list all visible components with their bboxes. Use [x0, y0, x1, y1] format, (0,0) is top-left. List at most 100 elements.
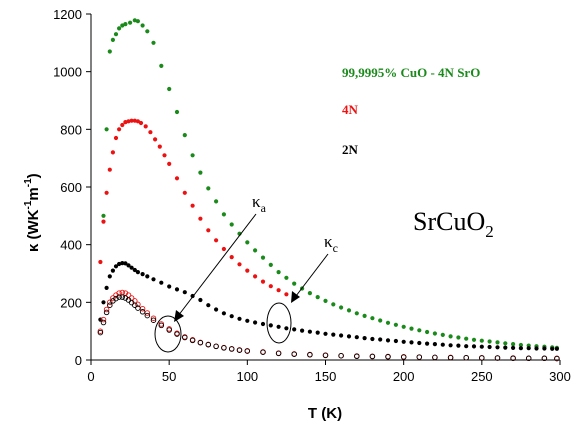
y-tick-label: 200: [60, 295, 82, 310]
data-point: [494, 355, 501, 361]
data-point: [128, 299, 135, 306]
data-point: [116, 294, 122, 300]
data-point: [166, 327, 172, 333]
x-tick-label: 200: [393, 369, 415, 384]
data-point: [229, 314, 234, 319]
data-point: [456, 335, 461, 340]
data-point: [100, 319, 107, 326]
data-point: [139, 309, 146, 315]
x-axis-title: T (K): [308, 405, 342, 422]
kappa-c-base: κ: [324, 232, 333, 251]
data-point: [362, 313, 367, 318]
data-point: [206, 303, 211, 308]
data-point: [440, 332, 445, 337]
data-point: [245, 318, 250, 323]
kappa-c-arrow-line: [295, 253, 329, 297]
data-point: [129, 118, 134, 123]
data-point: [292, 281, 297, 286]
data-point: [190, 153, 195, 158]
data-point: [339, 305, 344, 310]
data-point: [123, 261, 128, 266]
data-point: [307, 291, 312, 296]
data-point: [409, 326, 414, 331]
data-point: [315, 295, 320, 300]
data-point: [206, 228, 211, 233]
data-point: [167, 86, 172, 92]
y-axis-title: κ (WK-1m-1): [23, 173, 42, 252]
data-point: [401, 339, 406, 344]
data-point: [463, 354, 469, 361]
data-point: [116, 290, 122, 296]
y-tick-label: 1000: [53, 65, 82, 80]
data-point: [174, 176, 180, 181]
y-tick-label: 1200: [53, 7, 82, 22]
x-tick-label: 150: [315, 369, 337, 384]
data-point: [145, 29, 150, 34]
data-point: [448, 334, 453, 339]
kappa-c-arrow-head: [291, 291, 300, 303]
data-point: [213, 343, 219, 350]
data-point: [385, 338, 391, 343]
data-point: [464, 336, 469, 341]
y-tick-label: 0: [75, 353, 82, 368]
data-point: [503, 345, 508, 350]
data-point: [214, 307, 219, 312]
data-point: [291, 351, 297, 357]
data-point: [362, 336, 367, 341]
x-tick-label: 250: [471, 369, 493, 384]
data-point: [117, 26, 122, 31]
data-point: [479, 355, 485, 361]
data-point: [268, 284, 273, 289]
data-point: [132, 302, 138, 308]
y-tick-label: 600: [60, 180, 82, 195]
data-point: [159, 63, 164, 68]
data-point: [119, 294, 126, 300]
data-point: [153, 137, 158, 142]
data-point: [198, 297, 203, 303]
data-point: [487, 344, 492, 350]
data-point: [369, 353, 376, 360]
data-point: [503, 341, 508, 346]
data-point: [526, 346, 531, 351]
kappa-a-ellipse: [154, 315, 182, 353]
data-point: [284, 292, 289, 297]
series-2: [98, 261, 560, 351]
data-point: [260, 349, 266, 355]
data-point: [554, 355, 560, 362]
data-point: [534, 346, 539, 351]
data-point: [253, 248, 258, 253]
data-point: [151, 40, 156, 45]
data-point: [260, 321, 266, 327]
data-point: [101, 213, 106, 218]
data-point: [182, 334, 188, 341]
data-point: [276, 270, 281, 275]
series-4: [97, 294, 560, 362]
data-point: [331, 332, 336, 337]
data-point: [417, 328, 422, 333]
data-point: [510, 345, 516, 350]
data-point: [132, 267, 137, 273]
data-point: [189, 337, 196, 344]
data-point: [107, 274, 112, 279]
data-point: [393, 338, 398, 344]
data-point: [221, 246, 226, 252]
data-point: [110, 295, 116, 301]
data-point: [113, 264, 119, 269]
data-point: [495, 345, 500, 350]
data-point: [542, 346, 547, 351]
data-point: [300, 328, 305, 333]
data-point: [315, 330, 320, 335]
data-point: [101, 219, 106, 224]
data-point: [464, 344, 469, 349]
series-3: [97, 289, 560, 362]
data-point: [276, 324, 281, 329]
data-point: [103, 309, 110, 316]
data-point: [117, 261, 122, 267]
data-point: [143, 124, 148, 129]
data-point: [205, 341, 212, 348]
data-point: [140, 272, 145, 277]
x-tick-label: 0: [87, 369, 94, 384]
data-point: [425, 329, 430, 335]
data-point: [135, 305, 141, 311]
data-point: [182, 133, 187, 138]
